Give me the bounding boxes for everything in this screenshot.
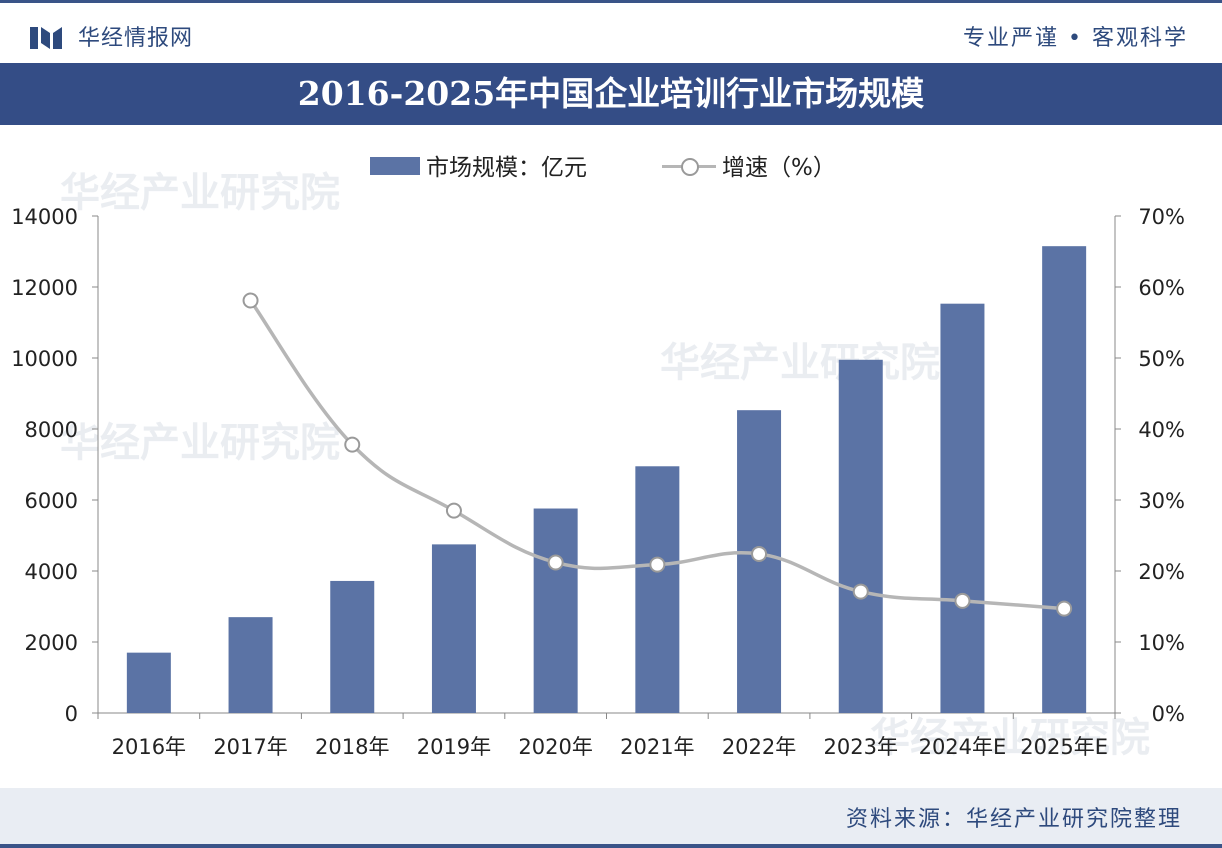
chart-title: 2016-2025年中国企业培训行业市场规模 [297, 74, 925, 113]
logo-icon [30, 27, 62, 49]
title-bar: 2016-2025年中国企业培训行业市场规模 [0, 63, 1222, 125]
x-tick-label: 2023年 [824, 735, 898, 759]
footer: 资料来源：华经产业研究院整理 [0, 788, 1222, 844]
growth-rate-point [242, 292, 259, 309]
x-tick-label: 2017年 [213, 735, 287, 759]
y-left-tick-label: 14000 [11, 205, 78, 229]
x-tick-label: 2025年E [1020, 735, 1108, 759]
growth-rate-point [547, 554, 564, 571]
watermark: 华经产业研究院 [870, 715, 1150, 761]
y-left-tick-label: 0 [65, 702, 78, 726]
bar-market-size [838, 359, 883, 713]
top-border [0, 0, 1222, 3]
growth-rate-point [445, 502, 462, 519]
y-right-tick-label: 50% [1138, 347, 1185, 371]
y-left-tick-label: 6000 [25, 489, 78, 513]
legend-swatch-bar [370, 157, 420, 175]
x-tick-label: 2021年 [620, 735, 694, 759]
y-left-tick-label: 4000 [25, 560, 78, 584]
y-right-tick-label: 10% [1138, 631, 1185, 655]
header: 华经情报网 专业严谨 • 客观科学 [0, 3, 1222, 61]
bar-market-size [126, 652, 171, 713]
x-tick-label: 2022年 [722, 735, 796, 759]
watermark: 华经产业研究院 [60, 170, 340, 216]
x-tick-label: 2020年 [518, 735, 592, 759]
brand-name: 华经情报网 [78, 26, 194, 51]
slogan: 专业严谨 • 客观科学 [963, 26, 1188, 51]
x-tick-label: 2016年 [112, 735, 186, 759]
bar-market-size [228, 617, 273, 713]
x-tick-label: 2024年E [919, 735, 1007, 759]
x-tick-label: 2019年 [417, 735, 491, 759]
y-right-tick-label: 60% [1138, 276, 1185, 300]
chart-area: 0 2000 4000 6000 8000 10000 12000 14000 0% 10% 20%… [11, 205, 1185, 759]
bottom-border [0, 844, 1222, 848]
y-left-tick-label: 10000 [11, 347, 78, 371]
source-note: 资料来源：华经产业研究院整理 [845, 807, 1182, 832]
growth-rate-point [649, 556, 666, 573]
growth-rate-point [751, 545, 768, 562]
y-left-tick-label: 2000 [25, 631, 78, 655]
watermark: 华经产业研究院 [60, 420, 340, 466]
x-tick-label: 2018年 [315, 735, 389, 759]
legend-swatch-marker [681, 158, 699, 176]
bar-market-size [431, 544, 476, 713]
y-right-tick-label: 70% [1138, 205, 1185, 229]
growth-rate-point [954, 592, 971, 609]
growth-rate-point [852, 583, 869, 600]
y-left-tick-label: 12000 [11, 276, 78, 300]
growth-rate-point [1056, 600, 1073, 617]
legend-label-bar: 市场规模：亿元 [426, 155, 587, 181]
growth-rate-line [249, 299, 1065, 611]
y-left-tick-label: 8000 [25, 418, 78, 442]
y-right-tick-label: 40% [1138, 418, 1185, 442]
y-right-tick-label: 20% [1138, 560, 1185, 584]
bar-market-size [940, 303, 985, 713]
y-right-tick-label: 30% [1138, 489, 1185, 513]
legend-label-line: 增速（%） [722, 155, 836, 181]
watermark: 华经产业研究院 [660, 340, 940, 386]
y-right-tick-label: 0% [1152, 702, 1185, 726]
bar-market-size [330, 580, 375, 713]
bar-market-size [533, 508, 578, 713]
bar-market-size [635, 466, 680, 713]
growth-rate-point [344, 436, 361, 453]
bar-market-size [1042, 246, 1087, 714]
